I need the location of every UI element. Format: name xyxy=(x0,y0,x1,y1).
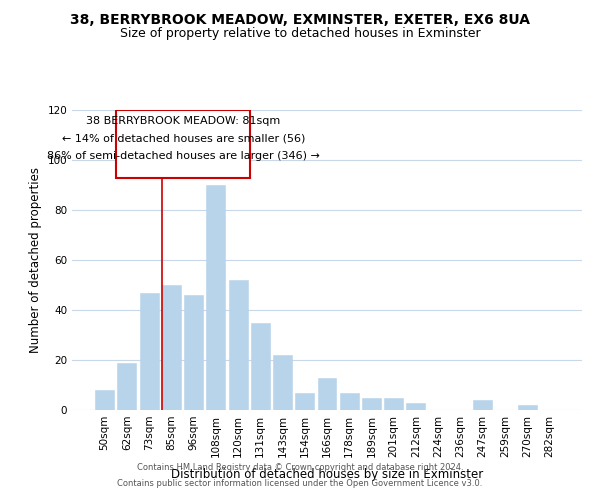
Bar xyxy=(406,402,425,410)
Text: Contains HM Land Registry data © Crown copyright and database right 2024.: Contains HM Land Registry data © Crown c… xyxy=(137,464,463,472)
Bar xyxy=(162,285,181,410)
Bar xyxy=(340,392,359,410)
Bar xyxy=(95,390,114,410)
Text: ← 14% of detached houses are smaller (56): ← 14% of detached houses are smaller (56… xyxy=(62,134,305,144)
Text: 38 BERRYBROOK MEADOW: 81sqm: 38 BERRYBROOK MEADOW: 81sqm xyxy=(86,116,280,126)
Bar xyxy=(251,322,270,410)
Text: 86% of semi-detached houses are larger (346) →: 86% of semi-detached houses are larger (… xyxy=(47,151,320,161)
Bar xyxy=(140,292,158,410)
Bar xyxy=(362,398,381,410)
Bar xyxy=(317,378,337,410)
Text: 38, BERRYBROOK MEADOW, EXMINSTER, EXETER, EX6 8UA: 38, BERRYBROOK MEADOW, EXMINSTER, EXETER… xyxy=(70,12,530,26)
Text: Contains public sector information licensed under the Open Government Licence v3: Contains public sector information licen… xyxy=(118,478,482,488)
Bar xyxy=(384,398,403,410)
Bar xyxy=(118,362,136,410)
Bar xyxy=(184,295,203,410)
Bar xyxy=(295,392,314,410)
Bar xyxy=(473,400,492,410)
Bar xyxy=(229,280,248,410)
Y-axis label: Number of detached properties: Number of detached properties xyxy=(29,167,42,353)
X-axis label: Distribution of detached houses by size in Exminster: Distribution of detached houses by size … xyxy=(171,468,483,481)
Bar xyxy=(518,405,536,410)
Bar xyxy=(206,185,225,410)
Text: Size of property relative to detached houses in Exminster: Size of property relative to detached ho… xyxy=(119,28,481,40)
FancyBboxPatch shape xyxy=(116,110,250,178)
Bar xyxy=(273,355,292,410)
